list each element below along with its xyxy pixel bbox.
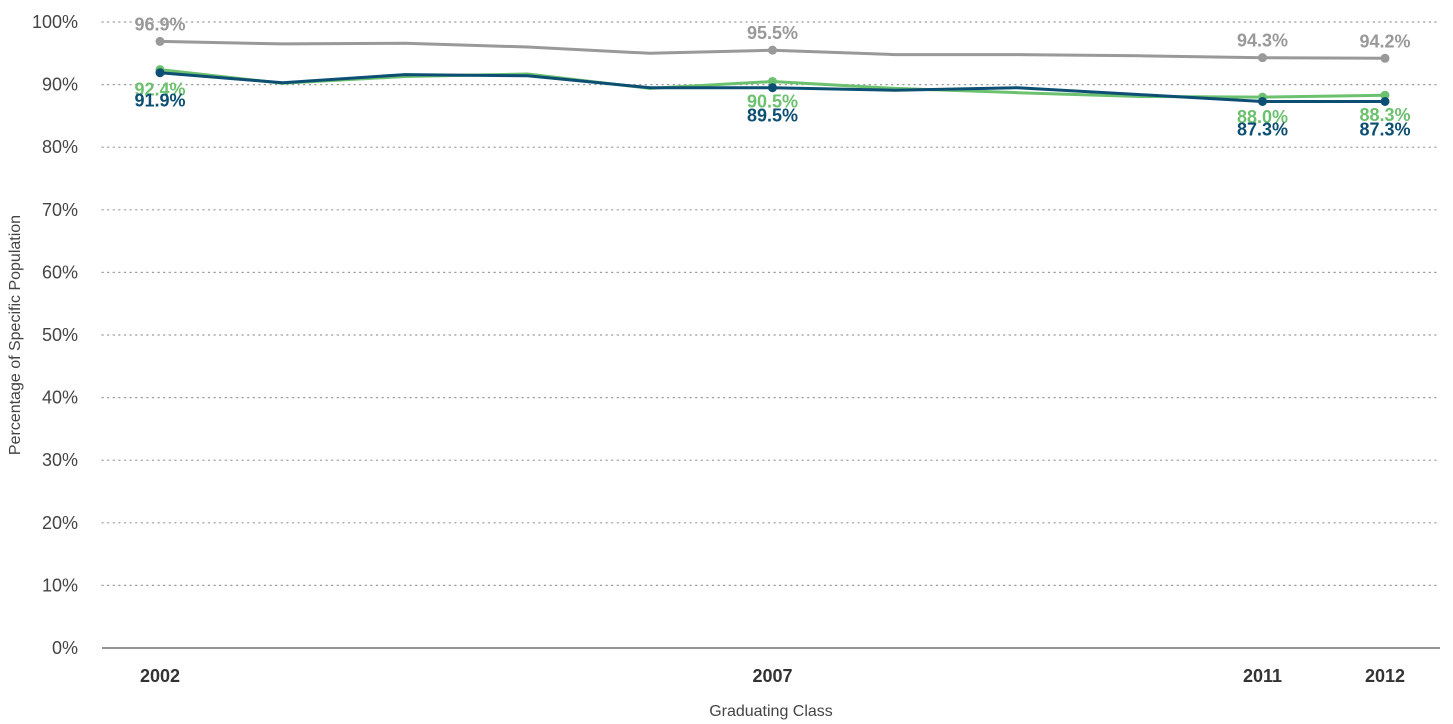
data-label: 92.4% xyxy=(134,80,185,100)
data-label: 95.5% xyxy=(747,23,798,43)
y-tick-label: 90% xyxy=(42,75,78,95)
data-point xyxy=(768,83,777,93)
y-axis-ticks: 0% 10% 20% 30% 40% 50% 60% 70% 80% 90% 100% xyxy=(32,12,78,658)
data-label: 90.5% xyxy=(747,91,798,111)
y-tick-label: 30% xyxy=(42,450,78,470)
y-tick-label: 80% xyxy=(42,137,78,157)
data-point xyxy=(1380,53,1390,63)
data-point xyxy=(1380,90,1390,100)
x-tick-label: 2007 xyxy=(752,666,792,686)
data-label: 89.5% xyxy=(747,106,798,126)
y-tick-label: 100% xyxy=(32,12,78,32)
data-label: 88.3% xyxy=(1359,105,1410,125)
data-label: 94.3% xyxy=(1237,31,1288,51)
series-group xyxy=(155,36,1390,107)
x-tick-label: 2002 xyxy=(140,666,180,686)
y-tick-label: 10% xyxy=(42,575,78,595)
x-axis-title: Graduating Class xyxy=(709,703,833,720)
y-axis-title: Percentage of Specific Population xyxy=(7,215,24,455)
data-point xyxy=(1380,97,1390,107)
y-tick-label: 60% xyxy=(42,262,78,282)
data-point xyxy=(768,45,777,55)
data-point xyxy=(155,68,165,78)
y-tick-label: 70% xyxy=(42,200,78,220)
data-point xyxy=(155,36,165,46)
data-point xyxy=(1258,97,1267,107)
data-label: 94.2% xyxy=(1359,31,1410,51)
x-tick-label: 2012 xyxy=(1365,666,1405,686)
x-axis-ticks: 2002 2007 2011 2012 xyxy=(140,666,1405,686)
data-label: 96.9% xyxy=(134,14,185,34)
data-label: 88.0% xyxy=(1237,107,1288,127)
y-tick-label: 50% xyxy=(42,325,78,345)
data-point xyxy=(768,76,777,86)
data-label: 87.3% xyxy=(1359,120,1410,140)
x-tick-label: 2011 xyxy=(1243,666,1282,686)
y-tick-label: 0% xyxy=(52,638,78,658)
data-point xyxy=(1258,53,1267,63)
y-tick-label: 20% xyxy=(42,513,78,533)
y-tick-label: 40% xyxy=(42,388,78,408)
data-label: 91.9% xyxy=(134,91,185,111)
data-label: 87.3% xyxy=(1237,120,1288,140)
data-labels: 96.9% 95.5% 94.3% 94.2% 92.4% 90.5% 88.0% 88.3%… xyxy=(134,14,1410,139)
gridlines xyxy=(101,21,1441,587)
